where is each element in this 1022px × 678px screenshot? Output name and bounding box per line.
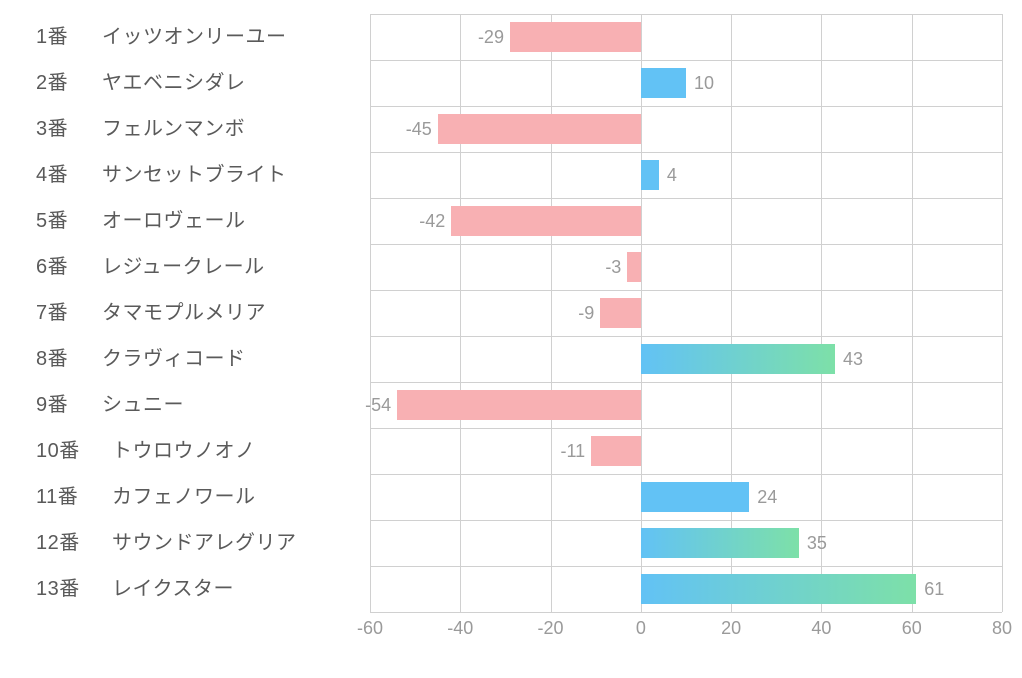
row-number: 2番 (36, 60, 84, 106)
row-name: フェルンマンボ (102, 106, 245, 152)
row-name: トウロウノオノ (112, 428, 256, 474)
row-number: 8番 (36, 336, 84, 382)
bar (641, 68, 686, 98)
x-tick-label: 40 (811, 618, 831, 639)
row-name: オーロヴェール (102, 198, 246, 244)
row-label: 10番トウロウノオノ (36, 428, 256, 474)
bar (641, 528, 799, 558)
row-number: 6番 (36, 244, 84, 290)
value-label: -9 (578, 298, 594, 328)
grid-line (641, 14, 642, 612)
row-name: サンセットブライト (102, 152, 287, 198)
row-divider (370, 14, 1002, 15)
bar (510, 22, 641, 52)
x-tick-label: 60 (902, 618, 922, 639)
row-label: 4番サンセットブライト (36, 152, 287, 198)
x-tick-label: 80 (992, 618, 1012, 639)
row-divider (370, 474, 1002, 475)
row-divider (370, 106, 1002, 107)
row-divider (370, 198, 1002, 199)
row-name: シュニー (102, 382, 184, 428)
row-label: 12番サウンドアレグリア (36, 520, 297, 566)
bar (641, 574, 916, 604)
value-label: 61 (924, 574, 944, 604)
x-tick-label: -60 (357, 618, 383, 639)
bar (438, 114, 641, 144)
bar (641, 160, 659, 190)
row-number: 1番 (36, 14, 84, 60)
value-label: 10 (694, 68, 714, 98)
row-name: レイクスター (112, 566, 234, 612)
grid-line (1002, 14, 1003, 612)
row-name: イッツオンリーユー (102, 14, 287, 60)
row-divider (370, 290, 1002, 291)
row-number: 5番 (36, 198, 84, 244)
bar (397, 390, 641, 420)
row-number: 10番 (36, 428, 94, 474)
x-tick-label: -40 (447, 618, 473, 639)
value-label: 43 (843, 344, 863, 374)
row-divider (370, 336, 1002, 337)
row-divider (370, 520, 1002, 521)
row-name: ヤエベニシダレ (102, 60, 246, 106)
row-name: レジュークレール (102, 244, 265, 290)
row-label: 9番シュニー (36, 382, 184, 428)
row-number: 4番 (36, 152, 84, 198)
value-label: -29 (478, 22, 504, 52)
horizontal-bar-chart: 1番イッツオンリーユー2番ヤエベニシダレ3番フェルンマンボ4番サンセットブライト… (0, 0, 1022, 678)
bar (451, 206, 641, 236)
grid-line (731, 14, 732, 612)
row-label: 8番クラヴィコード (36, 336, 246, 382)
grid-line (821, 14, 822, 612)
value-label: 4 (667, 160, 677, 190)
x-tick-label: 0 (636, 618, 646, 639)
plot-area: -2910-454-42-3-943-54-11243561 (370, 14, 1002, 612)
row-number: 3番 (36, 106, 84, 152)
row-divider (370, 244, 1002, 245)
row-number: 9番 (36, 382, 84, 428)
value-label: -45 (406, 114, 432, 144)
row-number: 11番 (36, 474, 94, 520)
value-label: -11 (561, 436, 586, 466)
row-divider (370, 428, 1002, 429)
x-tick-label: -20 (538, 618, 564, 639)
x-tick-label: 20 (721, 618, 741, 639)
row-name: サウンドアレグリア (112, 520, 297, 566)
bar (641, 482, 749, 512)
grid-line (551, 14, 552, 612)
row-label: 1番イッツオンリーユー (36, 14, 287, 60)
row-label: 11番カフェノワール (36, 474, 256, 520)
row-divider (370, 382, 1002, 383)
bar (641, 344, 835, 374)
row-divider (370, 566, 1002, 567)
value-label: -3 (605, 252, 621, 282)
value-label: -54 (365, 390, 391, 420)
row-divider (370, 612, 1002, 613)
grid-line (370, 14, 371, 612)
row-name: タマモプルメリア (102, 290, 266, 336)
row-name: クラヴィコード (102, 336, 246, 382)
grid-line (912, 14, 913, 612)
row-number: 13番 (36, 566, 94, 612)
row-name: カフェノワール (112, 474, 256, 520)
row-number: 12番 (36, 520, 94, 566)
row-label: 3番フェルンマンボ (36, 106, 245, 152)
row-label: 13番レイクスター (36, 566, 234, 612)
row-divider (370, 152, 1002, 153)
bar (600, 298, 641, 328)
row-label: 2番ヤエベニシダレ (36, 60, 246, 106)
row-label: 6番レジュークレール (36, 244, 265, 290)
row-divider (370, 60, 1002, 61)
bar (591, 436, 641, 466)
value-label: 24 (757, 482, 777, 512)
row-label: 5番オーロヴェール (36, 198, 246, 244)
row-number: 7番 (36, 290, 84, 336)
value-label: 35 (807, 528, 827, 558)
row-label: 7番タマモプルメリア (36, 290, 266, 336)
bar (627, 252, 641, 282)
grid-line (460, 14, 461, 612)
value-label: -42 (419, 206, 445, 236)
